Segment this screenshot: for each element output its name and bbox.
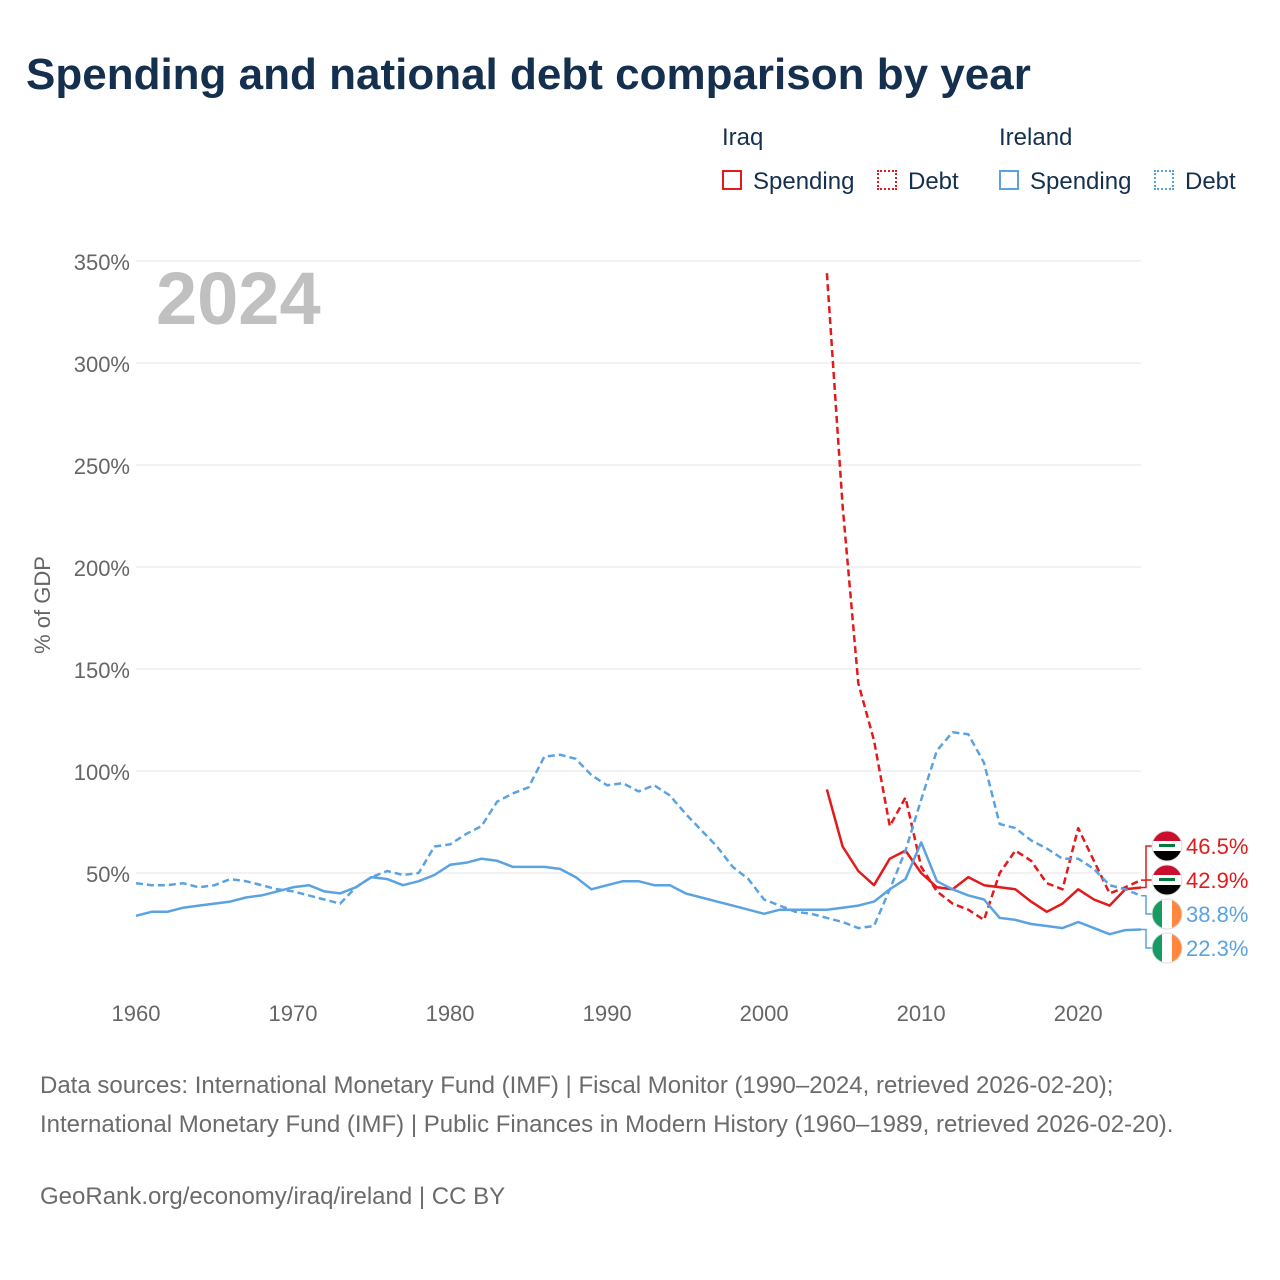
y-tick-label: 300% bbox=[74, 352, 130, 377]
end-label-leader bbox=[1141, 895, 1152, 915]
chart-title: Spending and national debt comparison by… bbox=[26, 50, 1031, 99]
end-label-leader bbox=[1141, 845, 1152, 881]
y-tick-label: 100% bbox=[74, 760, 130, 785]
x-tick-label: 1960 bbox=[112, 1001, 161, 1026]
y-tick-label: 350% bbox=[74, 250, 130, 275]
legend-label: Debt bbox=[1185, 168, 1236, 195]
legend-group-name: Iraq bbox=[722, 124, 764, 151]
y-tick-label: 50% bbox=[86, 862, 130, 887]
x-tick-label: 2000 bbox=[740, 1001, 789, 1026]
credit-link[interactable]: GeoRank.org/economy/iraq/ireland | CC BY bbox=[40, 1183, 506, 1210]
series-line-ireland-debt[interactable] bbox=[135, 730, 1142, 930]
legend-swatch-solid bbox=[722, 170, 742, 190]
x-tick-label: 2010 bbox=[897, 1001, 946, 1026]
iraq-flag-icon bbox=[1151, 830, 1183, 862]
source-note: Data sources: International Monetary Fun… bbox=[40, 1072, 1174, 1138]
ireland-flag-icon bbox=[1151, 898, 1183, 930]
end-value-label: 38.8% bbox=[1186, 902, 1248, 927]
line-chart: 50% 100% 150% 200% 250% 300% 350% 1960 1970 1980… bbox=[30, 250, 1248, 1026]
legend-group-name: Ireland bbox=[999, 124, 1073, 151]
y-tick-label: 150% bbox=[74, 658, 130, 683]
ireland-flag-icon bbox=[1151, 932, 1183, 964]
legend-swatch-dotted bbox=[877, 170, 897, 190]
series-line-iraq-debt[interactable] bbox=[825, 273, 1142, 922]
end-value-label: 22.3% bbox=[1186, 936, 1248, 961]
legend-label: Spending bbox=[753, 168, 855, 195]
series-line-iraq-spending[interactable] bbox=[825, 789, 1142, 914]
end-value-label: 46.5% bbox=[1186, 834, 1248, 859]
year-watermark: 2024 bbox=[156, 257, 321, 340]
end-value-label: 42.9% bbox=[1186, 868, 1248, 893]
y-tick-label: 200% bbox=[74, 556, 130, 581]
y-tick-label: 250% bbox=[74, 454, 130, 479]
y-axis-title: % of GDP bbox=[30, 556, 55, 654]
x-tick-label: 1980 bbox=[426, 1001, 475, 1026]
legend-label: Spending bbox=[1030, 168, 1132, 195]
x-tick-label: 1990 bbox=[583, 1001, 632, 1026]
end-label-leader bbox=[1141, 879, 1152, 889]
series-line-ireland-spending[interactable] bbox=[135, 841, 1142, 936]
x-tick-label: 2020 bbox=[1054, 1001, 1103, 1026]
iraq-flag-icon bbox=[1151, 864, 1183, 896]
x-tick-label: 1970 bbox=[269, 1001, 318, 1026]
legend-swatch-dotted bbox=[1154, 170, 1174, 190]
legend-label: Debt bbox=[908, 168, 959, 195]
legend-swatch-solid bbox=[999, 170, 1019, 190]
end-label-leader bbox=[1141, 928, 1152, 949]
